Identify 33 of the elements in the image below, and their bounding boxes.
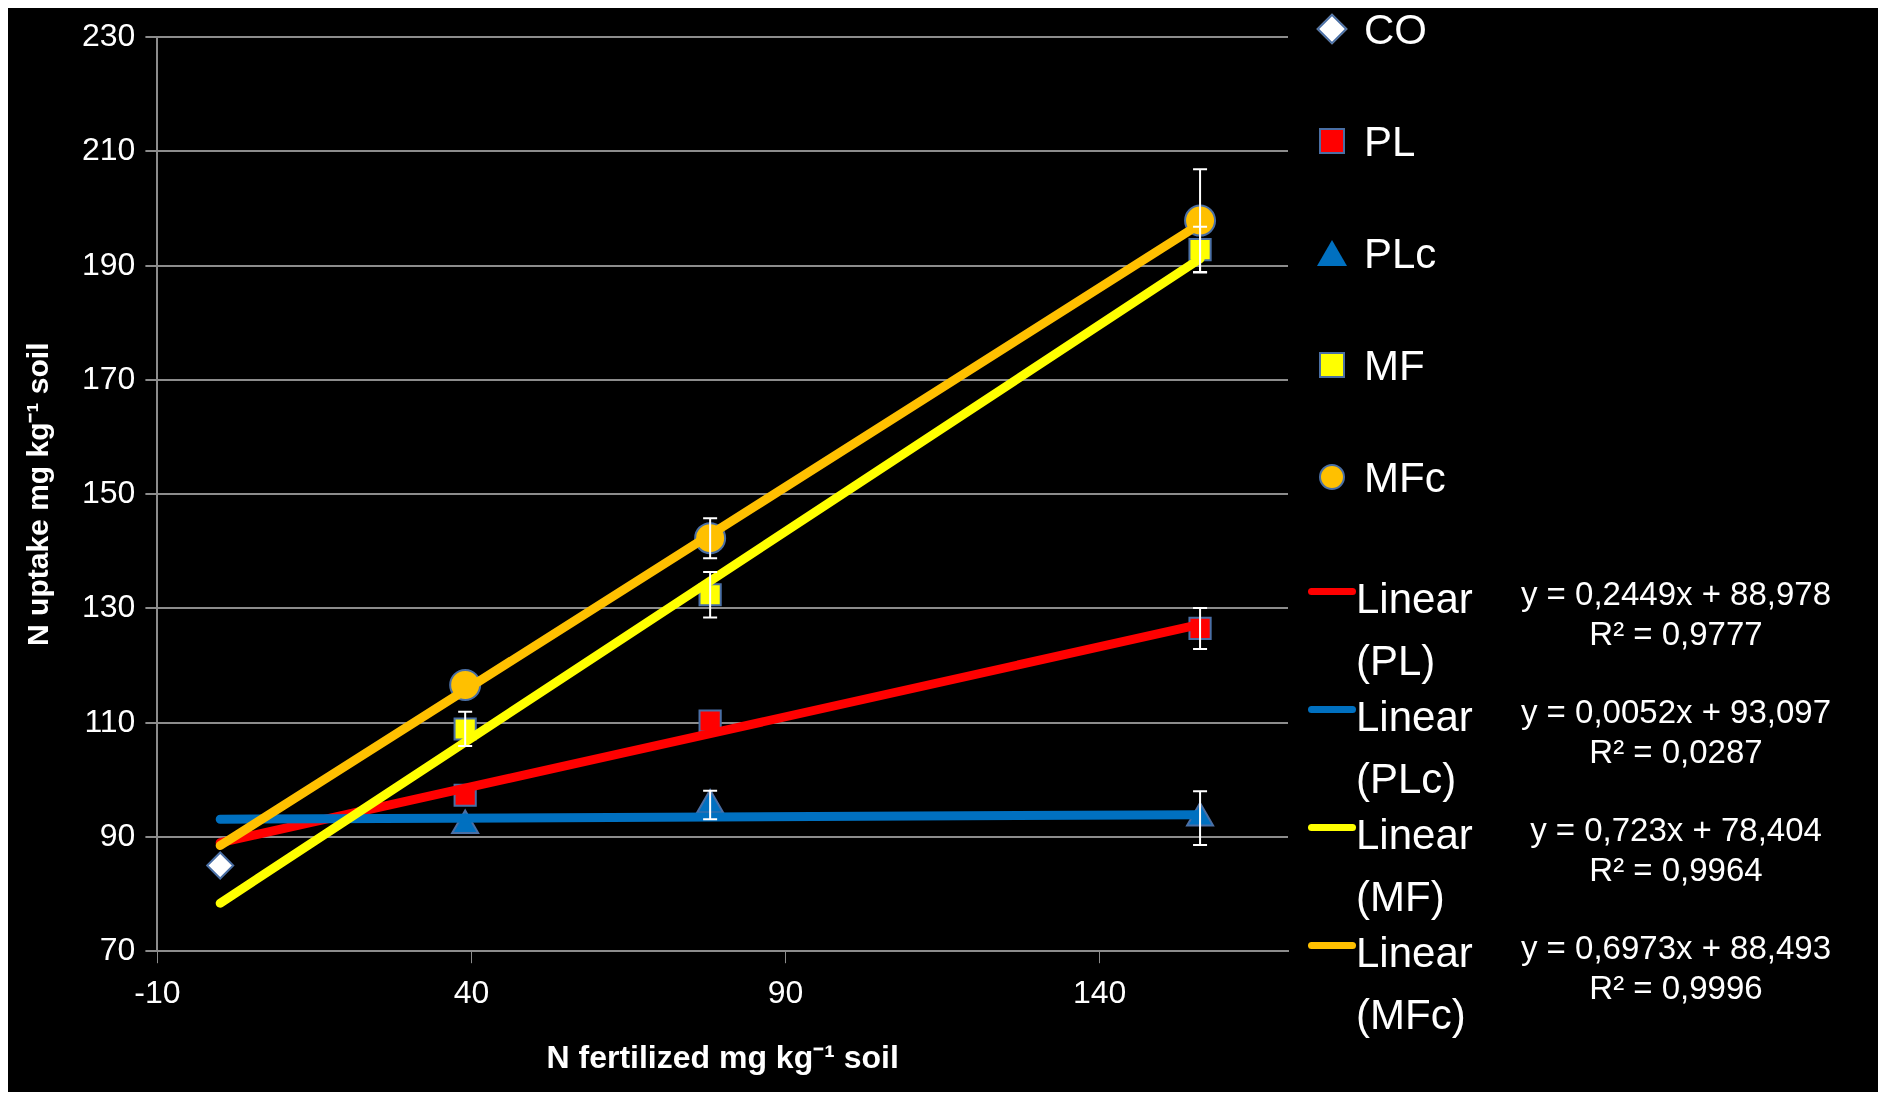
y-tick-label: 150 — [82, 474, 136, 511]
x-tick-label: 140 — [1072, 974, 1127, 1011]
y-tick-label: 110 — [84, 702, 136, 739]
legend-label: PL — [1364, 118, 1416, 165]
point — [206, 851, 235, 880]
legend-label: Linear (PL) — [1356, 574, 1474, 686]
legend-label: MF — [1364, 342, 1425, 389]
legend-label: Linear (PLc) — [1356, 692, 1474, 804]
y-tick-label: 70 — [99, 931, 136, 968]
x-tick-label: -10 — [134, 974, 181, 1011]
x-axis-title: N fertilized mg kg⁻¹ soil — [546, 1038, 899, 1075]
legend-label: Linear (MFc) — [1356, 928, 1474, 1040]
x-tick-label: 90 — [767, 974, 804, 1011]
y-tick-label: 170 — [82, 359, 136, 396]
legend-label: MFc — [1364, 454, 1446, 501]
text: R² = 0,9996 — [1588, 968, 1764, 1008]
y-axis-title: N uptake mg kg⁻¹ soil — [21, 342, 55, 646]
text: R² = 0,9777 — [1588, 614, 1764, 654]
legend-label: CO — [1364, 6, 1427, 53]
text: R² = 0,0287 — [1588, 732, 1764, 772]
y-tick-label: 210 — [82, 131, 136, 168]
x-tick-label: 40 — [453, 974, 490, 1011]
y-tick-label: 130 — [82, 588, 136, 625]
legend-label: PLc — [1364, 230, 1437, 277]
y-tick-label: 230 — [82, 17, 136, 54]
text: y = 0,723x + 78,404 — [1529, 810, 1823, 850]
text: y = 0,0052x + 93,097 — [1519, 692, 1833, 732]
y-tick-label: 190 — [82, 245, 136, 282]
legend-label: Linear (MF) — [1356, 810, 1474, 922]
text: y = 0,6973x + 88,493 — [1519, 928, 1833, 968]
text: y = 0,2449x + 88,978 — [1519, 574, 1833, 614]
text: R² = 0,9964 — [1588, 850, 1764, 890]
y-tick-label: 90 — [99, 816, 136, 853]
